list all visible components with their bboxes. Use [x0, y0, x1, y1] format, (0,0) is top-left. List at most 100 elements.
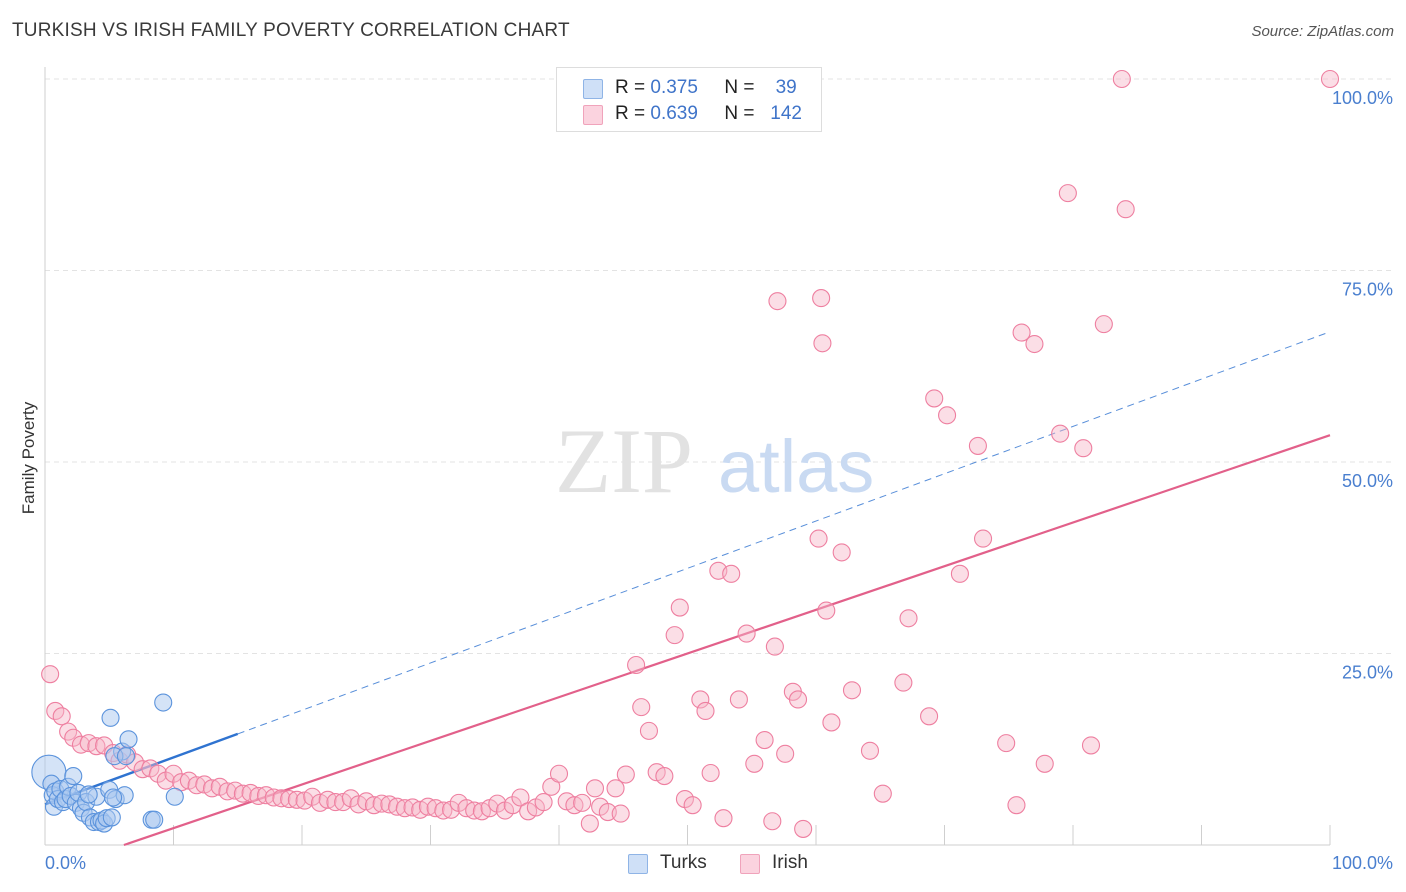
turks-trend-extension [237, 331, 1331, 735]
irish-point [899, 609, 918, 628]
irish-point [1051, 424, 1070, 443]
irish-swatch [583, 105, 603, 125]
turks-point [79, 785, 98, 804]
irish-point [822, 713, 841, 732]
irish-point [418, 797, 437, 816]
irish-point [722, 564, 741, 583]
irish-point [768, 292, 787, 311]
irish-point [388, 797, 407, 816]
turks-n-value: 39 [775, 77, 797, 98]
trend-lines [44, 331, 1331, 847]
irish-point [585, 779, 605, 798]
irish-trend-line [123, 434, 1331, 847]
irish-point [1116, 200, 1135, 219]
axes [44, 67, 1331, 846]
irish-point [691, 690, 710, 709]
turks-point [104, 788, 123, 807]
turks-point [116, 747, 136, 766]
irish-point [1320, 69, 1340, 89]
irish-point [683, 796, 702, 815]
irish-point [41, 665, 60, 684]
chart-title: TURKISH VS IRISH FAMILY POVERTY CORRELAT… [12, 20, 570, 41]
irish-point [745, 754, 764, 773]
irish-point [737, 624, 756, 643]
irish-point [701, 763, 720, 783]
turks-point [154, 693, 173, 712]
irish-point [894, 673, 913, 692]
irish-point [950, 564, 969, 583]
irish-point [549, 764, 569, 783]
irish-point [1112, 69, 1131, 89]
irish-point [794, 819, 813, 838]
irish-point [813, 334, 832, 353]
irish-point [632, 698, 651, 717]
irish-point [203, 779, 222, 798]
irish-point [573, 793, 592, 812]
x-tick-label: 100.0% [1332, 853, 1393, 873]
irish-point [395, 799, 414, 818]
irish-point [1025, 334, 1044, 354]
irish-point [973, 529, 993, 548]
irish-point [925, 389, 944, 408]
irish-point [326, 793, 345, 812]
irish-point [233, 784, 252, 803]
irish-point [249, 786, 268, 806]
irish-point [873, 784, 892, 803]
irish-point [149, 764, 168, 783]
irish-point [968, 436, 987, 455]
irish-point [809, 529, 828, 548]
irish-n-value: 142 [770, 103, 802, 124]
irish-point [938, 406, 957, 425]
irish-point [71, 735, 91, 754]
turks-legend-label: Turks [660, 852, 707, 873]
irish-point [465, 801, 484, 820]
irish-point [287, 790, 306, 809]
irish-point [442, 800, 461, 819]
irish-point [755, 731, 774, 750]
irish-r-label: R = [615, 103, 646, 124]
source-label: Source: ZipAtlas.com [1251, 23, 1394, 40]
irish-point [534, 793, 553, 812]
irish-point [488, 794, 507, 813]
irish-point [639, 721, 659, 740]
irish-point [580, 814, 599, 833]
turks-r-label: R = [615, 77, 646, 98]
turks-point [101, 708, 120, 727]
irish-point [997, 734, 1016, 753]
irish-point [611, 804, 630, 823]
x-tick-labels: 0.0% 100.0% [45, 853, 1393, 873]
correlation-legend: R = 0.375 N = 39 R = 0.639 N = 142 [556, 67, 822, 132]
irish-point [218, 782, 237, 801]
irish-point [696, 701, 715, 721]
x-tick-label: 0.0% [45, 853, 86, 873]
turks-point [119, 730, 138, 749]
irish-point [87, 737, 106, 756]
irish-point [1012, 323, 1031, 342]
irish-point [606, 779, 625, 798]
y-axis-label: Family Poverty [19, 401, 38, 514]
irish-point [1035, 754, 1054, 773]
irish-point [842, 681, 862, 700]
y-tick-label: 75.0% [1342, 280, 1393, 300]
irish-point [280, 789, 299, 809]
irish-point [616, 765, 635, 784]
irish-point [763, 812, 782, 831]
irish-point [812, 289, 831, 308]
irish-n-label: N = [724, 103, 755, 124]
irish-point [272, 789, 291, 808]
turks-point [165, 787, 184, 806]
turks-series [31, 693, 184, 833]
watermark-zip: ZIP [555, 410, 693, 512]
irish-point [627, 655, 646, 675]
irish-point [52, 707, 71, 726]
irish-r-value: 0.639 [650, 103, 698, 124]
irish-point [503, 796, 522, 815]
irish-point [665, 626, 684, 645]
irish-point [1081, 736, 1101, 755]
irish-point [1094, 315, 1113, 334]
irish-point [860, 741, 880, 760]
y-tick-labels: 25.0% 50.0% 75.0% 100.0% [1332, 88, 1393, 683]
irish-point [655, 767, 674, 786]
turks-point [102, 808, 121, 827]
irish-series [41, 69, 1340, 838]
